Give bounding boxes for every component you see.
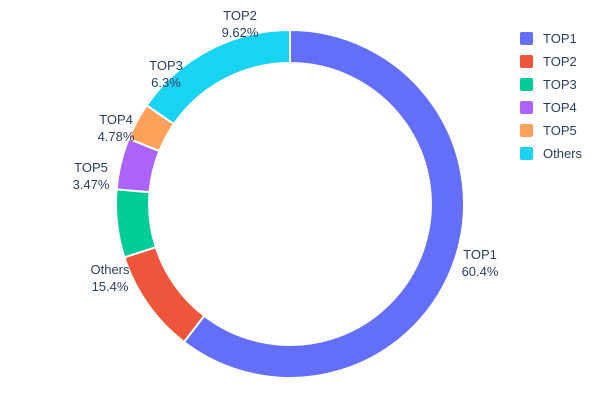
legend-swatch-icon — [520, 32, 533, 45]
legend-swatch-icon — [520, 101, 533, 114]
slice-label-top5-name: TOP5 — [74, 160, 108, 175]
slice-label-top5-value: 3.47% — [73, 177, 110, 192]
legend-swatch-icon — [520, 78, 533, 91]
legend-item-top3[interactable]: TOP3 — [520, 77, 577, 92]
slice-label-others-name: Others — [90, 262, 130, 277]
legend-swatch-icon — [520, 147, 533, 160]
donut-slice-top3[interactable] — [115, 188, 158, 259]
legend-item-top1[interactable]: TOP1 — [520, 31, 577, 46]
slice-label-top2-name: TOP2 — [223, 8, 257, 23]
legend-label: TOP4 — [543, 100, 577, 115]
slice-label-top4-name: TOP4 — [99, 112, 133, 127]
slice-label-top3-name: TOP3 — [149, 58, 183, 73]
donut-slices — [115, 28, 465, 379]
slice-label-others-value: 15.4% — [92, 279, 129, 294]
slice-label-top4-value: 4.78% — [98, 129, 135, 144]
slice-label-top3-value: 6.3% — [151, 75, 181, 90]
legend-swatch-icon — [520, 55, 533, 68]
slice-label-top1-value: 60.4% — [462, 264, 499, 279]
legend-swatch-icon — [520, 124, 533, 137]
legend-label: TOP1 — [543, 31, 577, 46]
legend-label: TOP5 — [543, 123, 577, 138]
slice-label-top2-value: 9.62% — [222, 25, 259, 40]
slice-label-top1-name: TOP1 — [463, 247, 497, 262]
legend-label: TOP3 — [543, 77, 577, 92]
legend-label: TOP2 — [543, 54, 577, 69]
slice-label-group: TOP2 9.62% TOP3 6.3% TOP4 4.78% TOP5 3.4… — [73, 8, 499, 294]
chart-legend[interactable]: TOP1 TOP2 TOP3 TOP4 TOP5 Others — [520, 31, 583, 161]
legend-item-others[interactable]: Others — [520, 146, 583, 161]
donut-slice-others[interactable] — [145, 28, 291, 126]
legend-item-top2[interactable]: TOP2 — [520, 54, 577, 69]
donut-slice-top1[interactable] — [182, 28, 465, 379]
legend-label: Others — [543, 146, 583, 161]
legend-item-top4[interactable]: TOP4 — [520, 100, 577, 115]
legend-item-top5[interactable]: TOP5 — [520, 123, 577, 138]
